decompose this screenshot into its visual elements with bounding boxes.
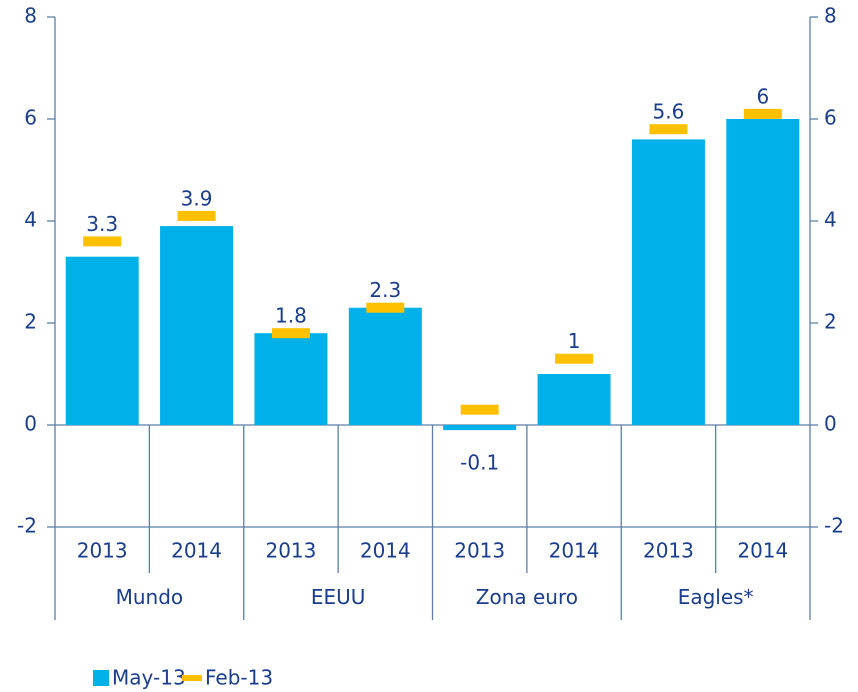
marker — [366, 302, 405, 313]
value-label: 6 — [756, 84, 769, 108]
value-label: 5.6 — [653, 100, 685, 124]
marker — [649, 124, 688, 135]
group-label: Eagles* — [678, 585, 754, 609]
group-label: Mundo — [116, 585, 184, 609]
y2-tick-label: 0 — [824, 412, 837, 436]
y-tick-label: 6 — [24, 106, 37, 130]
y2-tick-label: 2 — [824, 310, 837, 334]
y-tick-label: 0 — [24, 412, 37, 436]
marker — [555, 353, 594, 364]
bar — [537, 374, 611, 425]
y2-tick-label: -2 — [824, 514, 844, 538]
x-tick-label: 2014 — [737, 539, 788, 563]
legend-label: May-13 — [112, 666, 186, 690]
value-label: 1.8 — [275, 304, 307, 328]
y-tick-label: 4 — [24, 208, 37, 232]
marker — [271, 328, 310, 339]
value-label: 3.9 — [181, 186, 213, 210]
marker — [460, 404, 499, 415]
value-label: 1 — [568, 329, 581, 353]
legend-swatch — [182, 675, 202, 681]
legend-swatch — [93, 670, 109, 686]
y2-tick-label: 6 — [824, 106, 837, 130]
value-label: 2.3 — [369, 278, 401, 302]
bar — [443, 425, 517, 431]
bar — [348, 307, 422, 425]
x-tick-label: 2014 — [171, 539, 222, 563]
bar — [65, 256, 139, 425]
bar — [160, 226, 234, 425]
bar — [631, 139, 705, 425]
legend-label: Feb-13 — [205, 666, 273, 690]
value-label: 3.3 — [86, 212, 118, 236]
x-tick-label: 2014 — [549, 539, 600, 563]
y2-tick-label: 8 — [824, 4, 837, 28]
y-tick-label: 2 — [24, 310, 37, 334]
value-label: -0.1 — [460, 451, 499, 475]
x-tick-label: 2013 — [265, 539, 316, 563]
marker — [743, 108, 782, 119]
x-tick-label: 2013 — [77, 539, 128, 563]
bar — [726, 119, 800, 425]
bar — [254, 333, 328, 425]
y-tick-label: 8 — [24, 4, 37, 28]
group-label: EEUU — [311, 585, 366, 609]
x-tick-label: 2014 — [360, 539, 411, 563]
y-tick-label: -2 — [17, 514, 37, 538]
x-tick-label: 2013 — [643, 539, 694, 563]
marker — [177, 210, 216, 221]
y2-tick-label: 4 — [824, 208, 837, 232]
group-label: Zona euro — [476, 585, 578, 609]
marker — [83, 236, 122, 247]
x-tick-label: 2013 — [454, 539, 505, 563]
